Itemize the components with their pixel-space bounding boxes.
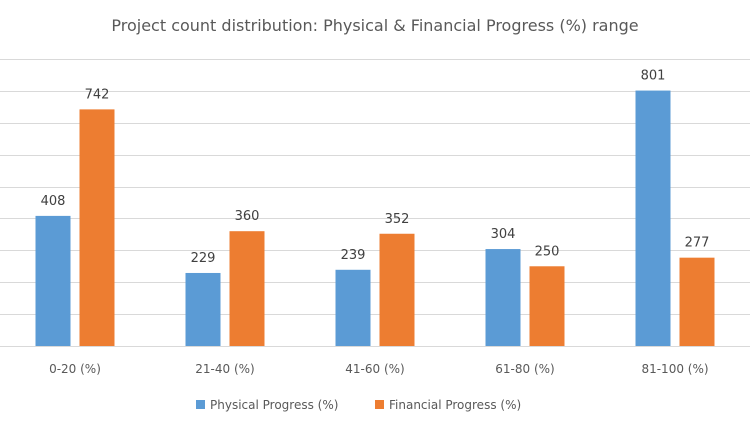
bar-financial-3 (529, 266, 565, 346)
bar-financial-1 (229, 231, 265, 346)
data-label: 408 (41, 194, 66, 209)
bar-physical-4 (635, 90, 671, 346)
data-label: 277 (685, 236, 710, 251)
data-labels: 408 742 229 360 239 352 304 250 801 277 (41, 69, 710, 266)
bar-financial-0 (79, 109, 115, 346)
bar-physical-3 (485, 249, 521, 346)
legend-swatch (375, 400, 384, 409)
x-tick-label: 81-100 (%) (641, 362, 708, 376)
chart-title: Project count distribution: Physical & F… (111, 16, 638, 35)
legend-label: Financial Progress (%) (389, 398, 521, 412)
data-label: 239 (341, 248, 366, 263)
bar-physical-0 (35, 215, 71, 346)
gridlines (0, 59, 750, 315)
bars (35, 90, 715, 346)
bar-physical-1 (185, 272, 221, 346)
x-axis: 0-20 (%) 21-40 (%) 41-60 (%) 61-80 (%) 81-10… (0, 346, 750, 376)
x-tick-label: 21-40 (%) (195, 362, 254, 376)
x-tick-label: 61-80 (%) (495, 362, 554, 376)
data-label: 229 (191, 251, 216, 266)
bar-financial-2 (379, 233, 415, 346)
data-label: 304 (491, 227, 516, 242)
x-tick-label: 0-20 (%) (49, 362, 101, 376)
data-label: 801 (641, 69, 666, 84)
legend-label: Physical Progress (%) (210, 398, 338, 412)
data-label: 742 (85, 87, 110, 102)
x-tick-label: 41-60 (%) (345, 362, 404, 376)
bar-physical-2 (335, 269, 371, 346)
legend-swatch (196, 400, 205, 409)
data-label: 250 (535, 244, 560, 259)
data-label: 352 (385, 212, 410, 227)
data-label: 360 (235, 209, 260, 224)
bar-financial-4 (679, 257, 715, 346)
legend: Physical Progress (%) Financial Progress … (196, 398, 521, 412)
